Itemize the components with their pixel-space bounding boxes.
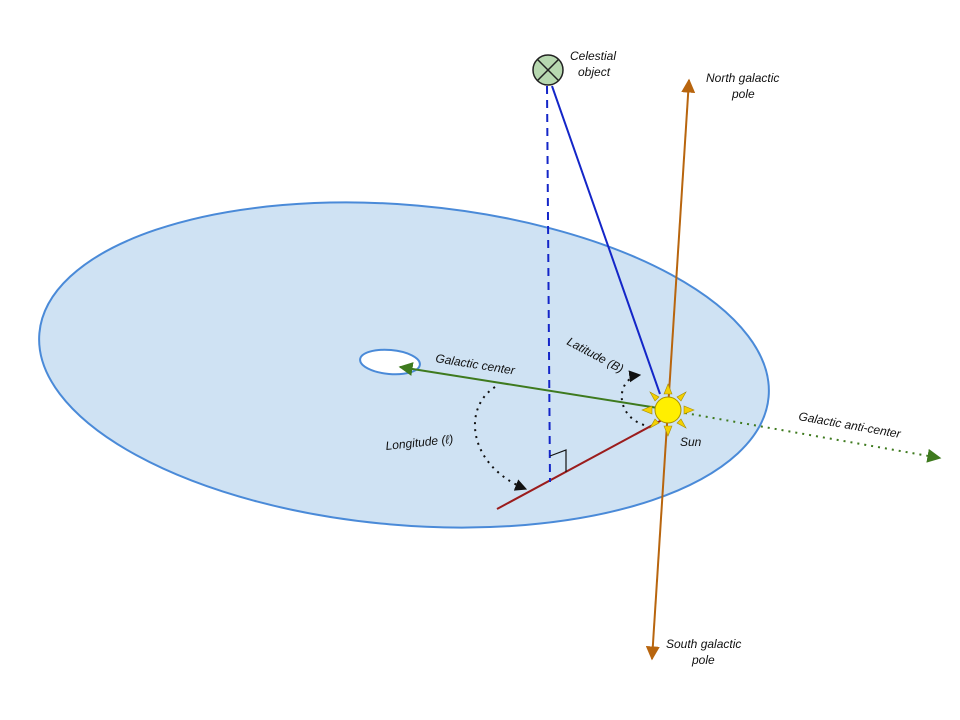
south-pole-label-line1: South galactic bbox=[666, 637, 741, 651]
right-angle-marker bbox=[549, 449, 567, 472]
south-pole-label-line2: pole bbox=[691, 653, 715, 667]
circled-cross-icon bbox=[532, 54, 564, 86]
anti-center-label: Galactic anti-center bbox=[797, 409, 902, 441]
longitude-arc bbox=[473, 386, 528, 491]
latitude-arc bbox=[620, 370, 645, 426]
celestial-object-label-line2: object bbox=[578, 65, 611, 79]
plane-projection-line bbox=[496, 419, 663, 510]
object-drop-line bbox=[546, 85, 551, 483]
sun-label: Sun bbox=[680, 435, 702, 449]
celestial-object-label-line1: Celestial bbox=[570, 49, 616, 63]
north-pole-label-line1: North galactic bbox=[706, 71, 779, 85]
sun-object-sight-line bbox=[551, 85, 661, 395]
sun-icon bbox=[641, 383, 695, 437]
galactic-center-arrow bbox=[398, 362, 659, 409]
north-pole-label-line2: pole bbox=[731, 87, 755, 101]
anti-center-arrow bbox=[684, 412, 942, 463]
galactic-pole-axis bbox=[645, 78, 696, 661]
